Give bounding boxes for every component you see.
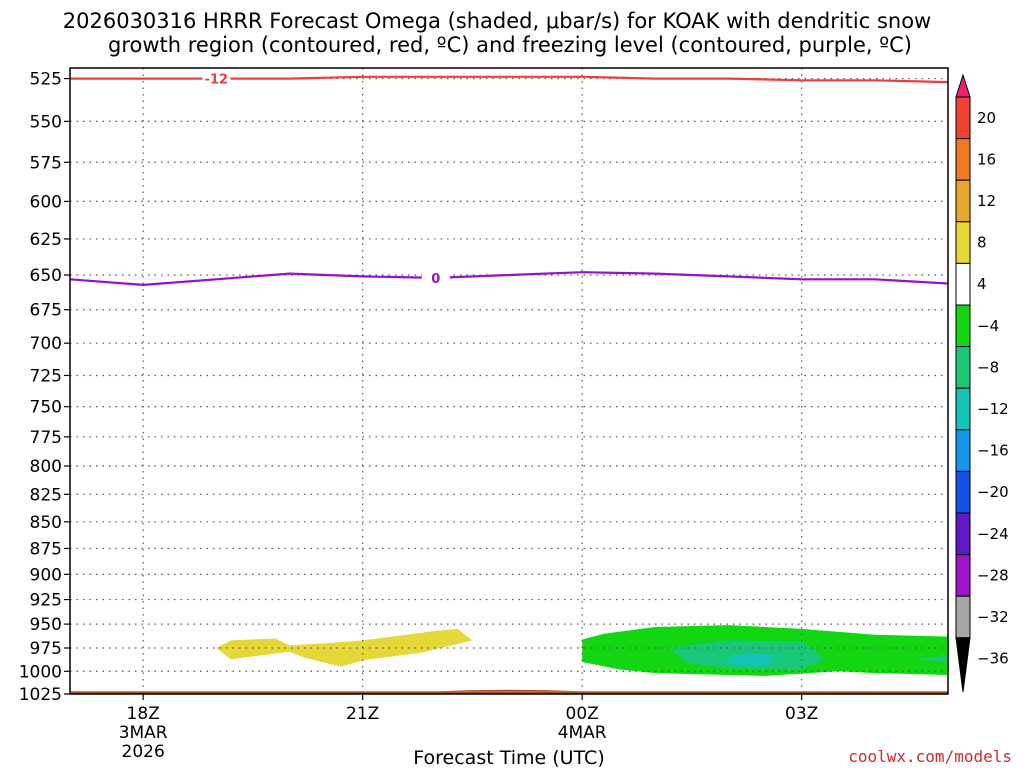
contour-label-backdrop xyxy=(421,269,450,286)
credit-text[interactable]: coolwx.com/models xyxy=(848,747,1012,766)
x-tick-label: 2026 xyxy=(122,742,165,762)
gridlines xyxy=(70,68,948,694)
colorbar-top-arrow xyxy=(955,73,971,98)
colorbar-segment xyxy=(955,554,971,597)
terrain-bump xyxy=(435,689,948,692)
dendritic-growth-minus12-line xyxy=(70,75,948,84)
colorbar-label: −32 xyxy=(977,608,1009,626)
colorbar-segment xyxy=(955,346,971,389)
colorbar-segment xyxy=(955,179,971,223)
plot-background xyxy=(70,68,948,694)
colorbar-label: 12 xyxy=(977,192,996,210)
contour-label: 0 xyxy=(431,272,440,287)
contour-label-backdrop xyxy=(202,70,231,87)
colorbar-label: −8 xyxy=(977,358,999,376)
colorbar-segment xyxy=(955,512,971,556)
y-tick-label: 900 xyxy=(30,565,62,585)
y-tick-label: 650 xyxy=(30,266,62,286)
omega-minus12-region-a xyxy=(728,652,773,667)
y-tick-label: 675 xyxy=(30,301,62,321)
colorbar-label: −28 xyxy=(977,566,1009,584)
y-tick-label: 825 xyxy=(30,485,62,505)
terrain-surface xyxy=(70,691,948,694)
colorbar-segment xyxy=(955,96,971,140)
chart-title-line-2: growth region (contoured, red, ºC) and f… xyxy=(108,33,912,57)
contour-label: -12 xyxy=(205,73,229,88)
omega-minus8-region-b xyxy=(911,655,948,662)
y-tick-label: 750 xyxy=(30,398,62,418)
colorbar-label: 16 xyxy=(977,150,996,168)
y-tick-label: 875 xyxy=(30,539,62,559)
y-tick-label: 1025 xyxy=(19,685,62,705)
y-tick-label: 575 xyxy=(30,153,62,173)
colorbar-segment xyxy=(955,304,971,348)
x-tick-label: 4MAR xyxy=(558,723,607,743)
y-tick-label: 625 xyxy=(30,230,62,250)
colorbar: 20 16 12 8 4 −4 −8 −12 −16 −20 −24 −28 −32 −36 xyxy=(955,73,1009,693)
colorbar-label: −20 xyxy=(977,483,1009,501)
x-tick-label: 3MAR xyxy=(119,723,168,743)
colorbar-label: 4 xyxy=(977,275,987,293)
colorbar-segment xyxy=(955,221,971,264)
colorbar-label: −36 xyxy=(977,650,1009,668)
y-tick-label: 925 xyxy=(30,591,62,611)
colorbar-segment xyxy=(955,387,971,431)
colorbar-label: 8 xyxy=(977,234,987,252)
plot-frame xyxy=(69,67,949,695)
y-tick-label: 950 xyxy=(30,615,62,635)
x-tick-label: 00Z xyxy=(566,704,599,724)
colorbar-segment xyxy=(955,470,971,514)
colorbar-segment xyxy=(955,595,971,639)
colorbar-label: 20 xyxy=(977,109,996,127)
contour-lines: -12-120 xyxy=(70,70,948,287)
y-tick-label: 775 xyxy=(30,428,62,448)
y-tick-label: 725 xyxy=(30,366,62,386)
x-axis-title: Forecast Time (UTC) xyxy=(413,747,604,768)
freezing-level-zero-line xyxy=(70,271,948,287)
colorbar-label: −24 xyxy=(977,525,1009,543)
y-tick-label: 1000 xyxy=(19,662,62,682)
colorbar-segment xyxy=(955,429,971,472)
y-tick-label: 600 xyxy=(30,192,62,212)
colorbar-label: −4 xyxy=(977,317,999,335)
terrain-layer xyxy=(70,689,948,694)
y-tick-label: 850 xyxy=(30,513,62,533)
y-tick-label: 800 xyxy=(30,457,62,477)
x-tick-label: 18Z xyxy=(127,704,160,724)
colorbar-segment xyxy=(955,138,971,181)
y-tick-label: 525 xyxy=(30,70,62,90)
chart-title-line-1: 2026030316 HRRR Forecast Omega (shaded, … xyxy=(63,9,931,33)
y-tick-label: 550 xyxy=(30,112,62,132)
colorbar-bottom-arrow xyxy=(955,637,971,693)
y-tick-label: 975 xyxy=(30,639,62,659)
colorbar-segment xyxy=(955,262,971,306)
colorbar-label: −12 xyxy=(977,400,1009,418)
y-axis-pressure: 525 550 575 600 625 650 675 700 725 750 775 800 825 8… xyxy=(19,70,70,705)
x-tick-label: 03Z xyxy=(785,704,818,724)
y-tick-label: 700 xyxy=(30,334,62,354)
x-tick-label: 21Z xyxy=(346,704,379,724)
colorbar-label: −16 xyxy=(977,442,1009,460)
